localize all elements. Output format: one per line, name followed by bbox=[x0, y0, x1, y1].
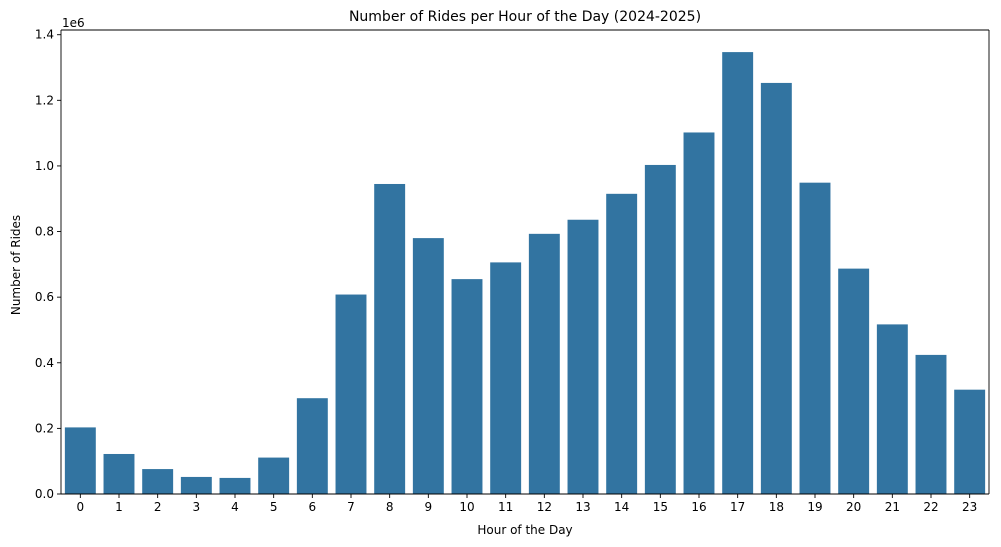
bar-hour-18 bbox=[760, 82, 792, 495]
y-tick-label: 1.0 bbox=[35, 159, 54, 173]
y-axis-offset-text: 1e6 bbox=[62, 16, 85, 30]
x-tick-label: 14 bbox=[614, 500, 629, 514]
x-tick-label: 22 bbox=[923, 500, 938, 514]
bar-hour-17 bbox=[722, 52, 754, 494]
x-tick-label: 2 bbox=[154, 500, 162, 514]
bar-hour-3 bbox=[180, 476, 212, 494]
bar-hour-9 bbox=[412, 238, 444, 494]
axes-group bbox=[60, 29, 990, 495]
x-tick-label: 0 bbox=[77, 500, 85, 514]
x-tick-label: 13 bbox=[575, 500, 590, 514]
chart-title: Number of Rides per Hour of the Day (202… bbox=[349, 9, 701, 25]
x-tick-label: 7 bbox=[347, 500, 355, 514]
bar-hour-22 bbox=[915, 354, 947, 494]
bar-hour-14 bbox=[606, 193, 638, 494]
bars-group bbox=[64, 52, 986, 495]
bar-hour-20 bbox=[838, 268, 870, 494]
x-tick-label: 1 bbox=[115, 500, 123, 514]
bar-hour-19 bbox=[799, 182, 831, 495]
x-ticks-group: 0 1 2 3 4 5 6 7 8 9 10 11 12 13 14 15 16 17 18 19 20 21 22 23 bbox=[77, 494, 977, 514]
x-tick-label: 19 bbox=[807, 500, 822, 514]
x-tick-label: 18 bbox=[769, 500, 784, 514]
x-tick-label: 17 bbox=[730, 500, 745, 514]
x-tick-label: 11 bbox=[498, 500, 513, 514]
y-tick-label: 0.2 bbox=[35, 421, 54, 435]
x-tick-label: 21 bbox=[885, 500, 900, 514]
bar-hour-7 bbox=[335, 294, 367, 494]
y-ticks-group: 0.0 0.2 0.4 0.6 0.8 1.0 1.2 1.4 bbox=[35, 28, 61, 501]
y-tick-label: 0.6 bbox=[35, 290, 54, 304]
bar-hour-10 bbox=[451, 279, 483, 494]
x-tick-label: 5 bbox=[270, 500, 278, 514]
bar-hour-2 bbox=[142, 469, 174, 494]
y-tick-label: 1.4 bbox=[35, 28, 54, 42]
bar-hour-1 bbox=[103, 453, 135, 494]
x-tick-label: 12 bbox=[537, 500, 552, 514]
x-tick-label: 3 bbox=[193, 500, 201, 514]
y-tick-label: 0.0 bbox=[35, 487, 54, 501]
bar-hour-13 bbox=[567, 219, 599, 495]
bar-hour-16 bbox=[683, 132, 715, 494]
bar-hour-8 bbox=[374, 183, 406, 495]
bar-hour-4 bbox=[219, 477, 251, 494]
bar-hour-6 bbox=[296, 398, 328, 494]
x-tick-label: 9 bbox=[425, 500, 433, 514]
bar-hour-5 bbox=[258, 457, 290, 494]
y-tick-label: 0.8 bbox=[35, 225, 54, 239]
y-tick-label: 1.2 bbox=[35, 93, 54, 107]
x-tick-label: 6 bbox=[309, 500, 317, 514]
x-tick-label: 4 bbox=[231, 500, 239, 514]
bar-hour-21 bbox=[876, 324, 908, 494]
bar-hour-23 bbox=[954, 389, 986, 494]
x-tick-label: 8 bbox=[386, 500, 394, 514]
bar-hour-12 bbox=[528, 233, 560, 494]
bar-hour-11 bbox=[490, 262, 522, 494]
x-tick-label: 16 bbox=[691, 500, 706, 514]
y-tick-label: 0.4 bbox=[35, 356, 54, 370]
x-tick-label: 23 bbox=[962, 500, 977, 514]
x-tick-label: 20 bbox=[846, 500, 861, 514]
y-axis-label: Number of Rides bbox=[9, 215, 23, 315]
bar-hour-15 bbox=[644, 164, 676, 494]
bar-hour-0 bbox=[64, 427, 96, 494]
x-tick-label: 10 bbox=[459, 500, 474, 514]
x-axis-label: Hour of the Day bbox=[477, 523, 572, 537]
x-tick-label: 15 bbox=[653, 500, 668, 514]
